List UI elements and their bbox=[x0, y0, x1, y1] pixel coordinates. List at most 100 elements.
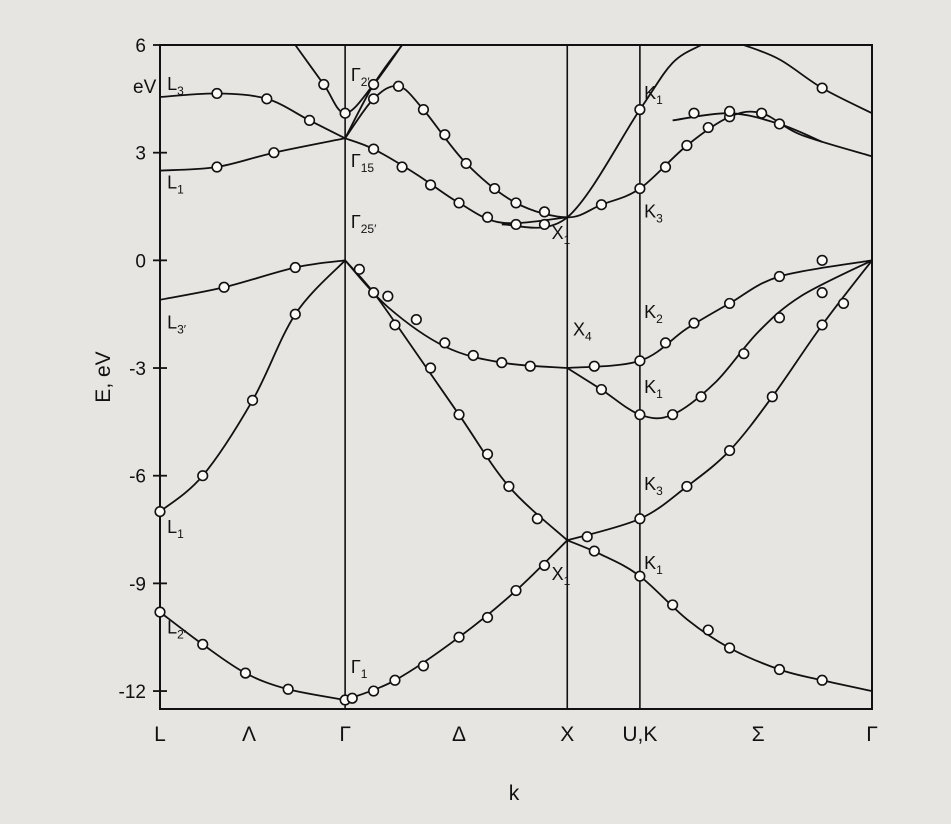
band-curve-17 bbox=[567, 259, 873, 542]
band-point-15-3 bbox=[688, 317, 700, 329]
band-point-10-9 bbox=[634, 182, 646, 195]
band-labels: L3 L1 L3′ L1 L2′ Γ2′ Γ15 Γ25′ Γ1 X1 X4 X1 K1 K3 K2 K1 K3… bbox=[167, 65, 663, 681]
y-axis-unit-label: eV bbox=[133, 77, 157, 98]
band-point-16-4 bbox=[738, 348, 750, 360]
band-point-10-6 bbox=[510, 197, 522, 209]
band-point-10-12 bbox=[702, 121, 714, 134]
band-point-6-7 bbox=[538, 559, 551, 572]
band-point-3-1 bbox=[268, 147, 280, 159]
band-point-7-1 bbox=[389, 319, 401, 331]
band-point-10-10 bbox=[659, 161, 672, 173]
y-tick-label-5: -9 bbox=[129, 574, 146, 595]
x-tick-label-2: Γ bbox=[339, 723, 351, 746]
band-point-2-0 bbox=[218, 281, 230, 293]
band-point-9-1 bbox=[396, 161, 408, 173]
band-point-12-0 bbox=[634, 104, 646, 116]
band-point-9-4 bbox=[481, 211, 494, 223]
x-axis-ticks: L Λ Γ Δ X U,K Σ Γ bbox=[154, 723, 878, 746]
band-point-6-0 bbox=[346, 692, 358, 704]
band-curve-7 bbox=[344, 259, 568, 541]
x-tick-label-0: L bbox=[154, 723, 166, 746]
band-curve-6 bbox=[344, 539, 568, 701]
band-point-10-11 bbox=[681, 139, 693, 152]
band-point-5-1 bbox=[339, 107, 351, 119]
band-point-18-0 bbox=[588, 545, 600, 557]
band-curve-16 bbox=[566, 259, 873, 420]
band-point-18-5 bbox=[773, 663, 786, 676]
band-label-L1d: L1 bbox=[167, 517, 184, 541]
band-point-14-2 bbox=[773, 118, 786, 130]
band-point-7-2 bbox=[424, 362, 437, 374]
band-point-8-0 bbox=[353, 263, 365, 275]
band-point-6-6 bbox=[510, 584, 522, 597]
y-tick-label-2: 0 bbox=[135, 251, 146, 272]
band-curve-4 bbox=[159, 92, 346, 140]
band-label-L3p: L3′ bbox=[167, 313, 187, 337]
band-point-1-1 bbox=[197, 470, 209, 482]
band-point-8-4 bbox=[467, 349, 479, 362]
band-point-9-0 bbox=[368, 143, 380, 155]
band-point-0-2 bbox=[239, 667, 252, 679]
band-point-11-0 bbox=[368, 78, 380, 91]
band-point-17-3 bbox=[723, 444, 736, 457]
band-point-14-1 bbox=[723, 105, 736, 117]
band-label-X4: X4 bbox=[573, 320, 592, 344]
y-tick-label-6: -12 bbox=[119, 682, 146, 703]
band-point-18-2 bbox=[667, 599, 679, 611]
band-point-9-6 bbox=[538, 218, 551, 231]
band-point-5-0 bbox=[318, 78, 330, 91]
band-label-G2p: Γ2′ bbox=[351, 65, 371, 89]
y-tick-label-0: 6 bbox=[135, 36, 146, 57]
band-curve-18 bbox=[566, 539, 873, 692]
band-point-7-3 bbox=[453, 409, 465, 421]
band-label-K3b: K3 bbox=[644, 474, 663, 498]
band-point-6-3 bbox=[417, 660, 430, 672]
band-label-G15: Γ15 bbox=[351, 151, 375, 175]
symmetry-point-dividers bbox=[344, 45, 641, 709]
band-point-7-5 bbox=[503, 480, 515, 493]
band-point-10-1 bbox=[392, 80, 405, 92]
band-point-7-4 bbox=[481, 448, 494, 460]
x-tick-label-4: X bbox=[560, 723, 574, 746]
band-point-15-5 bbox=[773, 270, 786, 283]
x-tick-label-7: Γ bbox=[866, 723, 878, 746]
band-point-10-4 bbox=[460, 157, 472, 170]
band-point-13-0 bbox=[816, 82, 828, 94]
band-label-K1c: K1 bbox=[644, 553, 663, 577]
band-point-6-5 bbox=[481, 611, 494, 624]
band-point-9-5 bbox=[510, 218, 522, 231]
band-point-15-4 bbox=[723, 297, 736, 310]
band-label-K2: K2 bbox=[644, 302, 663, 326]
band-label-G1: Γ1 bbox=[351, 657, 368, 681]
x-tick-label-6: Σ bbox=[752, 723, 765, 746]
band-point-6-2 bbox=[389, 674, 401, 686]
band-point-9-3 bbox=[453, 197, 465, 209]
band-point-10-0 bbox=[368, 93, 380, 105]
band-label-K3a: K3 bbox=[644, 201, 663, 225]
band-point-6-4 bbox=[453, 631, 465, 643]
band-point-1-3 bbox=[289, 308, 301, 320]
band-point-8-6 bbox=[524, 360, 536, 372]
band-label-K1b: K1 bbox=[644, 377, 663, 401]
band-point-8-3 bbox=[439, 337, 451, 349]
band-point-0-3 bbox=[282, 683, 294, 695]
band-curve-15 bbox=[567, 259, 873, 369]
band-label-L1u: L1 bbox=[167, 173, 184, 197]
band-curve-2 bbox=[159, 259, 346, 301]
band-point-16-2 bbox=[667, 409, 679, 421]
band-label-G25p: Γ25′ bbox=[351, 212, 377, 236]
band-point-4-2 bbox=[303, 114, 316, 126]
plot-frame bbox=[159, 44, 873, 710]
x-axis-title: k bbox=[509, 782, 520, 805]
band-curve-5 bbox=[294, 44, 403, 115]
band-curve-1 bbox=[159, 259, 346, 513]
band-point-17-0 bbox=[581, 531, 593, 543]
band-point-17-6 bbox=[837, 297, 850, 310]
band-point-7-6 bbox=[531, 513, 543, 525]
band-point-9-2 bbox=[424, 179, 437, 191]
band-point-8-5 bbox=[496, 357, 508, 369]
band-point-10-7 bbox=[538, 206, 551, 218]
band-point-18-3 bbox=[702, 624, 714, 636]
x-tick-label-1: Λ bbox=[242, 723, 256, 746]
